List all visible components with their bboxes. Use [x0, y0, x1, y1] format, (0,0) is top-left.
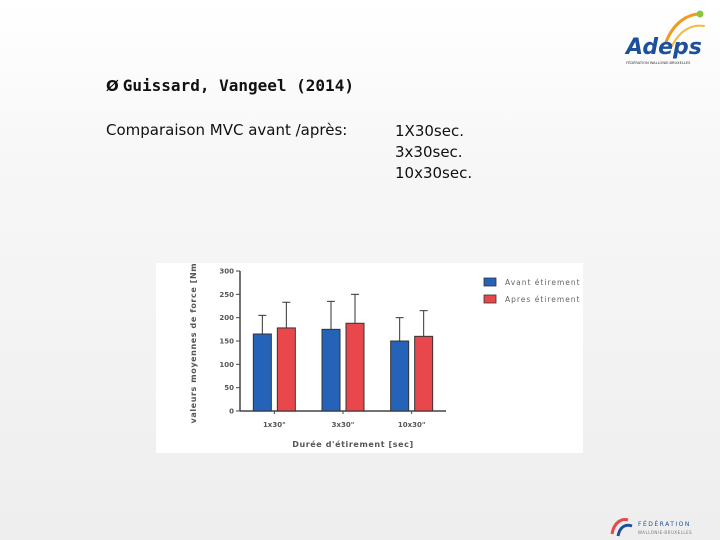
slide-heading: Ø Guissard, Vangeel (2014): [106, 76, 354, 95]
adeps-logo-tagline: FÉDÉRATION WALLONIE-BRUXELLES: [626, 60, 691, 65]
y-axis-title: valeurs moyennes de force [Nm]: [189, 263, 198, 423]
bar: [345, 322, 365, 412]
legend-swatch: [483, 277, 497, 287]
y-tick-label: 0: [229, 408, 234, 416]
x-tick-label: 3x30": [332, 421, 355, 429]
y-tick-label: 50: [224, 384, 234, 392]
federation-logo: FÉDÉRATION WALLONIE-BRUXELLES: [610, 518, 692, 537]
protocol-item: 1X30sec.: [395, 122, 464, 140]
federation-logo-name: FÉDÉRATION: [638, 520, 691, 528]
y-tick-label: 150: [219, 338, 234, 346]
y-tick-label: 250: [219, 291, 234, 299]
protocol-item: 3x30sec.: [395, 143, 463, 161]
bar: [414, 335, 434, 412]
bar-chart-svg: 0 50 100 150 200 250 300 1x30" 3x30" 10x30" Durée …: [189, 263, 581, 449]
bar: [390, 340, 410, 412]
y-tick-label: 100: [219, 361, 234, 369]
federation-logo-subline: WALLONIE-BRUXELLES: [638, 530, 692, 535]
bar: [252, 333, 272, 412]
legend-label: Apres étirement: [505, 295, 581, 304]
protocol-list: 1X30sec. 3x30sec. 10x30sec.: [395, 121, 472, 184]
x-axis-title: Durée d'étirement [sec]: [292, 439, 414, 449]
comparison-label: Comparaison MVC avant /après:: [106, 121, 348, 139]
x-tick-label: 10x30": [398, 421, 426, 429]
bar: [276, 327, 296, 412]
legend-swatch: [483, 294, 497, 304]
heading-text: Guissard, Vangeel (2014): [122, 76, 354, 95]
y-tick-label: 300: [219, 268, 234, 276]
bar: [321, 328, 341, 412]
bullet-arrow-icon: Ø: [106, 76, 119, 95]
x-tick-label: 1x30": [263, 421, 286, 429]
protocol-item: 10x30sec.: [395, 164, 473, 182]
adeps-logo-name: Adeps: [624, 35, 702, 60]
bar-chart: 0 50 100 150 200 250 300 1x30" 3x30" 10x30" Durée …: [156, 263, 583, 453]
legend-label: Avant étirement: [505, 278, 581, 287]
adeps-logo: Adeps FÉDÉRATION WALLONIE-BRUXELLES: [624, 10, 705, 65]
y-tick-label: 200: [219, 314, 234, 322]
